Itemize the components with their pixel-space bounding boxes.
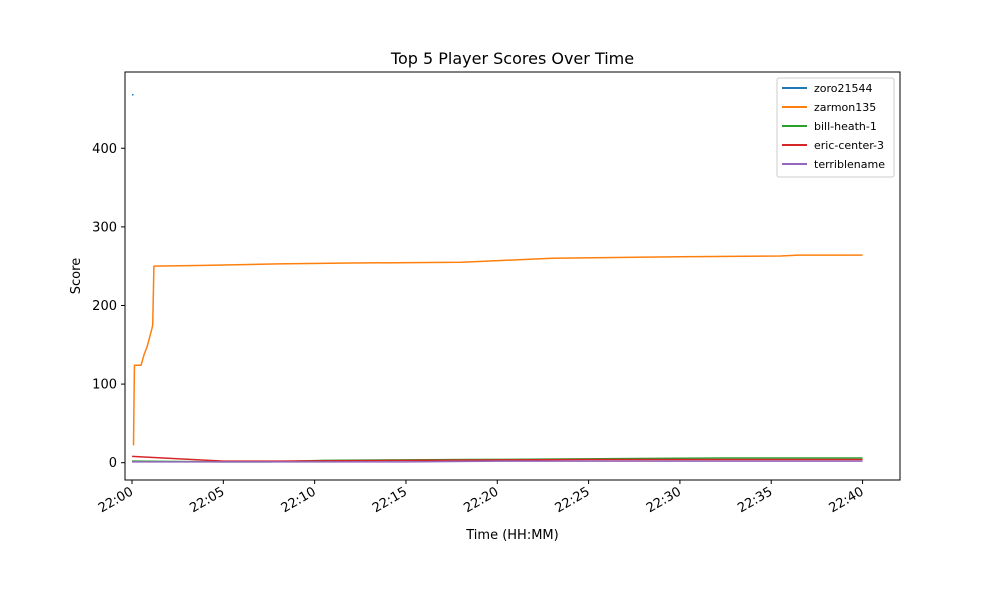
legend-box	[776, 77, 895, 178]
y-axis-label: Score	[69, 258, 84, 294]
series-line-eric-center-3	[131, 455, 863, 462]
x-axis-label: Time (HH:MM)	[465, 528, 558, 543]
y-tick-label: 300	[92, 220, 117, 235]
chart-title: Top 5 Player Scores Over Time	[390, 49, 634, 68]
series-line-terriblename	[132, 460, 863, 463]
legend-label-zoro21544: zoro21544	[814, 82, 873, 95]
series-layer	[131, 94, 863, 463]
y-tick-label: 200	[92, 299, 117, 314]
legend-label-bill-heath-1: bill-heath-1	[814, 120, 877, 133]
legend-label-eric-center-3: eric-center-3	[814, 139, 884, 152]
legend: zoro21544 zarmon135 bill-heath-1 eric-cente…	[776, 77, 895, 178]
y-tick-label: 0	[109, 456, 117, 471]
y-axis: 0 100 200 300 400	[92, 142, 125, 471]
plot-area	[124, 71, 901, 481]
y-tick-label: 100	[92, 378, 117, 393]
series-line-zarmon135	[132, 254, 863, 446]
legend-label-terriblename: terriblename	[814, 158, 885, 171]
legend-label-zarmon135: zarmon135	[814, 101, 876, 114]
y-tick-label: 400	[92, 142, 117, 157]
